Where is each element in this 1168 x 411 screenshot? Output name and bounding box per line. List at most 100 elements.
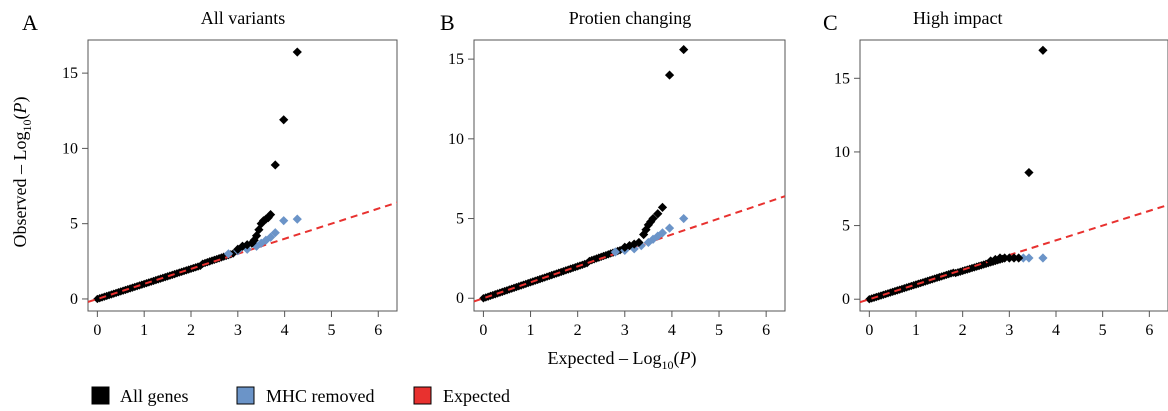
x-tick-label-c: 1 <box>912 322 920 339</box>
y-axis-title-variable: P <box>10 103 30 115</box>
legend-swatch-all-genes <box>91 386 110 405</box>
x-tick-label-b: 1 <box>527 322 535 339</box>
x-tick-label-b: 0 <box>479 322 487 339</box>
point-all-genes-c <box>986 256 996 266</box>
point-all-genes-c <box>1038 45 1048 55</box>
point-all-genes-a <box>249 235 259 245</box>
y-tick-label-a: 15 <box>62 65 78 82</box>
panel-letter-c: C <box>823 10 838 35</box>
point-all-genes-b <box>664 70 675 80</box>
x-tick-label-a: 3 <box>234 322 242 339</box>
x-axis-title-text: Expected – Log <box>548 348 662 368</box>
y-tick-label-a: 0 <box>70 291 78 308</box>
point-mhc-removed-b <box>664 223 675 233</box>
point-all-genes-b <box>657 202 668 212</box>
panel-b: B Protien changing 0 1 2 3 4 5 6 0 5 10 15 <box>440 8 786 339</box>
x-tick-label-c: 0 <box>865 322 873 339</box>
x-tick-label-a: 1 <box>140 322 148 339</box>
x-tick-label-c: 5 <box>1099 322 1107 339</box>
point-all-genes-c <box>1024 167 1034 178</box>
point-mhc-removed-a <box>279 216 289 226</box>
y-axis-title-text: Observed – Log <box>10 132 30 248</box>
y-axis-title-subscript: 10 <box>20 120 34 132</box>
point-all-genes-c <box>1014 253 1024 263</box>
point-mhc-removed-a <box>265 232 276 242</box>
x-tick-label-b: 2 <box>574 322 582 339</box>
point-mhc-removed-c <box>1024 253 1034 263</box>
point-all-genes-b <box>646 217 656 227</box>
legend-swatch-expected <box>413 386 432 405</box>
x-tick-label-c: 3 <box>1005 322 1013 339</box>
point-all-genes-a <box>247 238 257 248</box>
y-tick-label-a: 10 <box>62 140 78 157</box>
point-mhc-removed-a <box>270 228 280 238</box>
point-all-genes-a <box>270 160 280 170</box>
point-mhc-removed-b <box>679 213 689 224</box>
y-tick-label-b: 0 <box>456 290 464 307</box>
point-mhc-removed-a <box>292 214 302 224</box>
point-mhc-removed-b <box>610 247 620 257</box>
x-tick-label-c: 4 <box>1052 322 1060 339</box>
point-all-genes-b <box>615 245 625 255</box>
point-all-genes-c <box>1004 253 1014 263</box>
x-tick-label-c: 2 <box>959 322 967 339</box>
legend-label-expected: Expected <box>443 386 510 406</box>
legend-swatch-mhc-removed <box>236 386 255 405</box>
panel-title-a: All variants <box>201 8 285 28</box>
legend-item-expected: Expected <box>413 386 510 406</box>
x-tick-label-b: 3 <box>621 322 629 339</box>
legend-label-all-genes: All genes <box>120 386 188 406</box>
point-mhc-removed-b <box>653 231 663 241</box>
point-all-genes-a <box>256 219 266 229</box>
x-tick-label-a: 5 <box>327 322 335 339</box>
x-tick-label-a: 0 <box>93 322 101 339</box>
panel-c: C High impact 0 1 2 3 4 5 6 0 5 10 15 <box>823 8 1168 339</box>
point-all-genes-c <box>1009 253 1019 263</box>
x-tick-label-a: 2 <box>187 322 195 339</box>
y-tick-label-b: 10 <box>448 131 464 148</box>
panel-letter-a: A <box>22 10 38 35</box>
y-tick-label-c: 5 <box>842 218 850 235</box>
point-mhc-removed-c <box>1038 253 1048 263</box>
point-all-genes-a <box>254 225 264 235</box>
point-all-genes-c <box>995 253 1005 263</box>
x-tick-label-b: 6 <box>762 322 770 339</box>
y-tick-label-c: 0 <box>842 291 850 308</box>
panel-a: A All variants 0 1 2 3 4 5 6 0 5 10 15 <box>22 8 398 339</box>
point-mhc-removed-a <box>223 249 234 259</box>
point-all-genes-b <box>653 209 663 219</box>
point-all-genes-b <box>679 44 689 55</box>
y-tick-label-c: 15 <box>834 70 850 87</box>
legend: All genes MHC removed Expected <box>91 386 510 406</box>
panel-letter-b: B <box>440 10 455 35</box>
point-all-genes-a <box>279 115 289 125</box>
point-mhc-removed-a <box>256 238 266 248</box>
point-all-genes-b <box>634 237 644 248</box>
x-tick-label-a: 6 <box>374 322 382 339</box>
y-tick-label-a: 5 <box>70 216 78 233</box>
point-all-genes-b <box>639 229 649 240</box>
y-axis-title: Observed – Log10(P) <box>10 97 34 248</box>
plot-area-b <box>474 44 785 303</box>
point-all-genes-c <box>1000 253 1010 263</box>
point-all-genes-a <box>292 47 302 57</box>
point-mhc-removed-b <box>657 228 668 238</box>
plot-frame-c <box>859 39 1168 312</box>
y-tick-label-b: 15 <box>448 51 464 68</box>
point-all-genes-b <box>629 239 639 249</box>
point-mhc-removed-a <box>261 235 271 245</box>
point-all-genes-a <box>265 210 276 220</box>
legend-item-all-genes: All genes <box>91 386 188 406</box>
point-mhc-removed-c <box>1018 253 1028 263</box>
plot-area-a <box>88 47 397 304</box>
expected-line-b <box>474 195 785 303</box>
plot-frame-b <box>473 39 786 312</box>
x-tick-label-b: 5 <box>715 322 723 339</box>
x-axis-title: Expected – Log10(P) <box>548 348 697 372</box>
expected-line-a <box>88 201 397 303</box>
legend-label-mhc-removed: MHC removed <box>266 386 374 406</box>
x-tick-label-a: 4 <box>281 322 289 339</box>
x-axis-title-subscript: 10 <box>661 358 673 372</box>
